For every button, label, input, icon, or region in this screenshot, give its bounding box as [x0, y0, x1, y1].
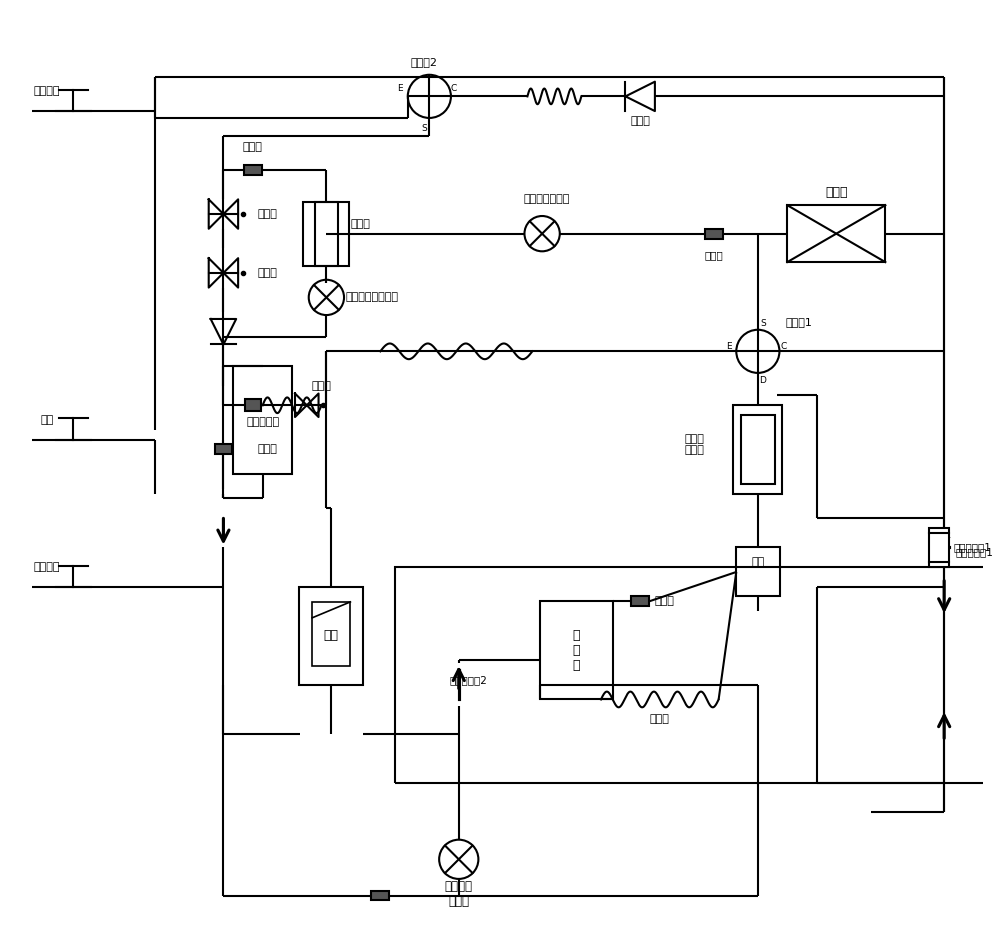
Bar [540, 601, 613, 700]
Bar [733, 406, 782, 494]
Text: 过滤器: 过滤器 [243, 143, 263, 152]
Text: 液管: 液管 [40, 415, 54, 425]
Text: 压
缩
机: 压 缩 机 [573, 629, 580, 672]
Text: 进液阀: 进液阀 [258, 209, 278, 219]
Text: 油分: 油分 [751, 557, 764, 567]
Text: 过冷器: 过冷器 [351, 219, 371, 229]
Bar [736, 547, 780, 596]
Text: 单向阀: 单向阀 [630, 115, 650, 126]
Text: E: E [397, 84, 403, 93]
Text: S: S [422, 124, 427, 133]
Text: 冷媒调整灌: 冷媒调整灌 [246, 417, 279, 427]
Bar [299, 587, 363, 685]
Text: 排液感温包2: 排液感温包2 [450, 675, 488, 685]
Text: E: E [726, 342, 731, 351]
Bar [787, 206, 885, 262]
Text: 过滤器: 过滤器 [655, 596, 675, 607]
Bar [245, 399, 261, 411]
Bar [371, 891, 389, 901]
Bar [631, 596, 649, 607]
Bar [215, 444, 232, 454]
Bar [929, 528, 949, 567]
Text: 过滤器: 过滤器 [704, 250, 723, 260]
Text: 排液感温包1: 排液感温包1 [956, 547, 994, 558]
Text: 过滤器: 过滤器 [258, 444, 278, 454]
Text: 制热电子膨胀阀: 制热电子膨胀阀 [524, 194, 570, 205]
Bar [312, 602, 350, 666]
Text: 排液电子
膨胀阀: 排液电子 膨胀阀 [445, 880, 473, 908]
Text: 套管式
换热器: 套管式 换热器 [684, 434, 704, 455]
Text: 汽分: 汽分 [324, 629, 339, 642]
Bar [395, 567, 1000, 783]
Bar [233, 366, 292, 474]
Bar [303, 202, 338, 266]
Text: 过冷器电子膨胀阀: 过冷器电子膨胀阀 [346, 292, 399, 302]
Text: 四通阀2: 四通阀2 [411, 57, 438, 67]
Text: D: D [759, 377, 766, 385]
Text: S: S [760, 319, 766, 329]
Text: C: C [451, 84, 457, 93]
Text: 冷凝器: 冷凝器 [825, 186, 848, 199]
Text: 四通阀1: 四通阀1 [785, 317, 812, 327]
Text: 排液感温包1: 排液感温包1 [954, 543, 992, 552]
Bar [741, 415, 775, 484]
Bar [315, 202, 349, 266]
Text: 电磁阀: 电磁阀 [312, 380, 332, 391]
Text: 低压气管: 低压气管 [34, 562, 60, 572]
Bar [705, 229, 723, 239]
Text: 毛细管: 毛细管 [650, 714, 670, 724]
Text: 高压气管: 高压气管 [34, 86, 60, 97]
Text: C: C [780, 342, 786, 351]
Bar [244, 165, 262, 175]
Text: 加压阀: 加压阀 [258, 268, 278, 278]
